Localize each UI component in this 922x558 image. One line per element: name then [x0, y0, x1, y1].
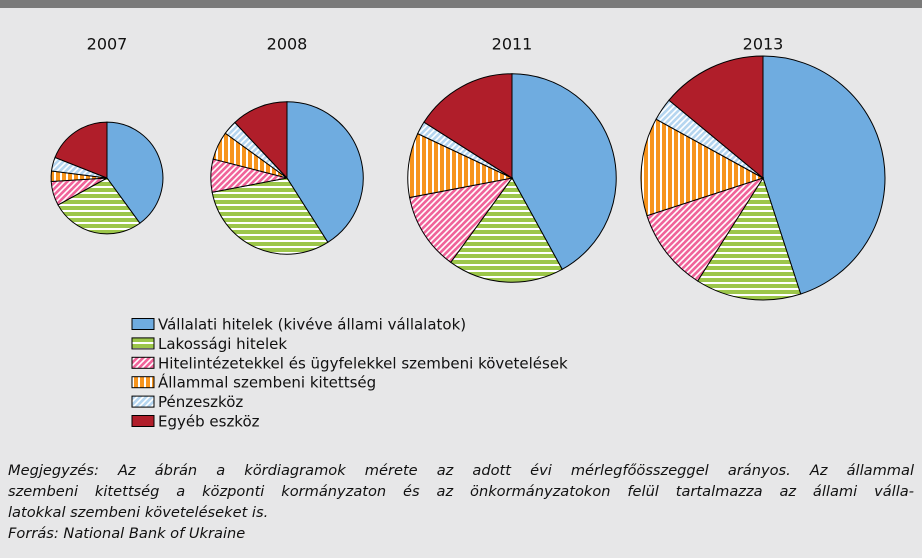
- legend-label: Pénzeszköz: [158, 393, 243, 411]
- pie-slice: [423, 73, 513, 179]
- pie: [407, 73, 617, 283]
- legend-swatch: [131, 395, 155, 408]
- pie-slice: [211, 177, 329, 255]
- legend-swatch: [131, 356, 155, 369]
- pie-title: 2007: [87, 35, 128, 54]
- legend-label: Hitelintézetekkel és ügyfelekkel szemben…: [158, 354, 568, 372]
- pie: [640, 55, 886, 301]
- legend-swatch: [131, 337, 155, 350]
- pie-slice: [106, 121, 164, 224]
- pie-slice: [511, 73, 617, 271]
- legend-swatch: [131, 415, 155, 427]
- pie-slice: [57, 177, 141, 235]
- note-line: szembeni kitettség a központi kormányzat…: [8, 483, 914, 500]
- legend-label: Egyéb eszköz: [158, 413, 260, 431]
- legend-label: Vállalati hitelek (kivéve állami vállala…: [158, 316, 466, 334]
- pie-title: 2011: [492, 35, 533, 54]
- pie-title: 2013: [743, 35, 784, 54]
- pie-slice: [409, 177, 514, 264]
- top-bar: [0, 0, 922, 8]
- pie-slice: [668, 55, 764, 180]
- pie-title: 2008: [267, 35, 308, 54]
- note-line: latokkal szembeni követeléseket is.: [8, 504, 269, 521]
- pie: [210, 101, 364, 255]
- pie-slice: [762, 55, 886, 295]
- pie-slice: [696, 176, 802, 301]
- notes: Megjegyzés: Az ábrán a kördiagramok mére…: [8, 460, 914, 544]
- pie-slice: [640, 118, 765, 217]
- legend-swatch: [131, 376, 155, 389]
- source: Forrás: National Bank of Ukraine: [8, 525, 246, 542]
- legend-label: Állammal szembeni kitettség: [158, 373, 376, 392]
- note-line: Megjegyzés: Az ábrán a kördiagramok mére…: [8, 462, 914, 479]
- pie-slice: [450, 177, 563, 283]
- pie: [50, 121, 164, 235]
- pie-slice: [234, 101, 288, 180]
- legend-label: Lakossági hitelek: [158, 335, 287, 353]
- pie-slice: [54, 121, 108, 179]
- pie-slice: [646, 177, 765, 282]
- legend-swatch: [131, 318, 155, 330]
- chart: 2007 2008 2011 2013 Vállalati hitelek (kivév…: [0, 0, 922, 431]
